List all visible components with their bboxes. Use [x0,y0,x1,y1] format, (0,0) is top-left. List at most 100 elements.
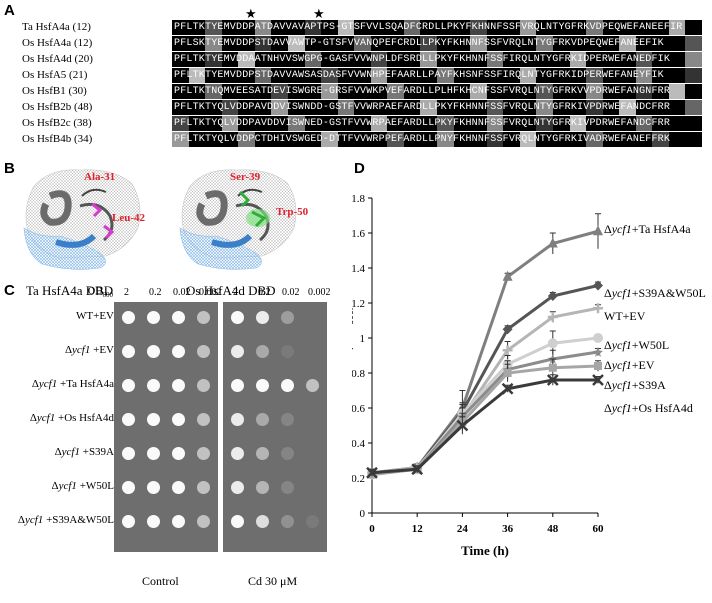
alignment-cell [619,116,636,131]
colony-spot [306,311,319,324]
alignment-row: Os HsfB2b (48) PFLTKTYQLVDDPAVDDVISWNDD-G… [4,100,708,115]
alignment-shading [172,68,702,83]
star-marker-2: ★ [313,6,325,21]
alignment-cell [470,132,487,147]
colony-spot [197,345,210,358]
alignment-cell [387,20,404,35]
alignment-cell [503,52,520,67]
alignment-cell [453,100,471,115]
alignment-cell [403,36,421,51]
alignment-cell [602,68,620,83]
dilution-label: 0.002 [199,287,222,298]
alignment-cell [536,52,553,67]
alignment-shading [172,52,702,67]
x-tick-label: 0 [369,523,375,535]
panel-a-letter: A [4,2,15,19]
alignment-row: Os HsfA5 (21) PFLTKTYEMVDDPSTDAVVAWSASDAS… [4,68,708,83]
data-point [593,333,603,343]
alignment-cell [586,36,603,51]
alignment-cell [519,20,537,35]
alignment-cell [370,68,388,83]
colony-spot [281,311,294,324]
alignment-cell [586,100,603,115]
alignment-cell [668,132,686,147]
alignment-cell [602,132,620,147]
alignment-cell [420,100,437,115]
alignment-cell [304,100,322,115]
colony-spot [147,515,160,528]
alignment-cell [337,36,355,51]
alignment-cell [569,116,587,131]
colony-spot [172,311,185,324]
alignment-cell [188,36,206,51]
alignment-cell [619,52,636,67]
data-point [547,291,558,301]
alignment-cell [287,36,305,51]
alignment-cell [619,20,636,35]
alignment-cell [453,132,471,147]
alignment-cell [205,116,222,131]
alignment-row: Os HsfA4d (20) PFLTKTYEMVDDAATNHVVSWGPG-G… [4,52,708,67]
alignment-cell [172,20,189,35]
panel-c-spot-assay: C OD600 2 0.2 0.02 0.002 2 0.2 0.02 0.002 WT+EV… [4,282,349,598]
alignment-cell [304,132,322,147]
alignment-row: Ta HsfA4a (12) PFLTKTYEMVDDPATDAVVAVAPTPS… [4,20,708,35]
alignment-cell [652,116,669,131]
data-point [502,324,513,335]
panel-a-alignment: A ★ ★ Ta HsfA4a (12) PFLTKTYEMVDDPATDAVVA… [4,2,708,152]
alignment-cell [635,20,653,35]
panel-d-growth-chart: D 0 0.2 0.4 0.6 0.8 1 1.2 1.4 1.6 1.8 0 12 24 36 48 60 T… [338,158,708,598]
alignment-cell [536,132,553,147]
alignment-cell [619,68,636,83]
alignment-cell [586,84,603,99]
alignment-cell [221,68,239,83]
alignment-row: Os HsfB1 (30) PFLTKTNQMVEESATDEVISWGRE-GR… [4,84,708,99]
alignment-cell [254,36,272,51]
alignment-cell [668,20,686,35]
alignment-cell [337,132,355,147]
x-tick-label: 36 [502,523,513,535]
panel-b-letter: B [4,160,15,177]
data-point [593,280,603,291]
alignment-cell [519,84,537,99]
alignment-cell [602,84,620,99]
colony-spot [306,413,319,426]
alignment-cell [254,52,272,67]
alignment-cell [403,116,421,131]
growth-line-chart: 0 0.2 0.4 0.6 0.8 1 1.2 1.4 1.6 1.8 0 12 24 36 48 60 Tim… [338,193,706,558]
alignment-cell [552,100,570,115]
alignment-cell [254,68,272,83]
colony-spot [256,481,269,494]
alignment-cell [619,132,636,147]
alignment-cell [271,20,288,35]
alignment-cell [685,100,702,115]
legend-label: Δycf1+S39A [604,378,666,392]
alignment-row-label: Os HsfB2c (38) [22,117,92,129]
alignment-cell [552,52,570,67]
alignment-cell [453,20,471,35]
colony-spot [172,515,185,528]
colony-spot [122,311,135,324]
alignment-cell [668,116,686,131]
alignment-sequence: PFLSKTYEMVDDPSTDAVVAWTP-GTSFVVANQPEFCRDL… [174,38,664,49]
alignment-cell [519,52,537,67]
colony-spot [306,447,319,460]
alignment-cell [221,20,239,35]
alignment-cell [536,68,553,83]
alignment-cell [337,52,355,67]
alignment-cell [271,84,288,99]
x-axis-title: Time (h) [461,543,509,558]
colony-spot [172,413,185,426]
alignment-cell [387,116,404,131]
alignment-cell [304,20,322,35]
alignment-cell [420,84,437,99]
residue-label-ser39: Ser-39 [230,171,261,183]
alignment-sequence: PFLTKTYQLVDDPAVDDVISWNED-GSTFVVWRPAEFARD… [174,118,671,129]
alignment-cell [188,100,206,115]
strain-label: WT+EV [76,310,114,322]
y-tick-label: 1.4 [352,263,366,275]
panel-b-structures: B Ala-31 Leu-42 Ta HsfA4a DBD [4,158,344,298]
alignment-cell [403,68,421,83]
alignment-cell [569,132,587,147]
legend-label: WT+EV [604,309,646,323]
